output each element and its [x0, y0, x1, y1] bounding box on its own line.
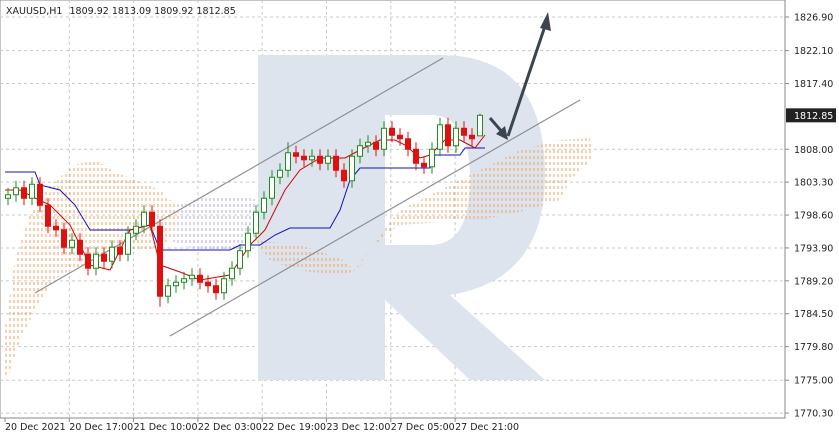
forecast-arrows [488, 12, 551, 140]
candle-body [117, 246, 123, 255]
x-tick-label: 27 Dec 21:00 [455, 422, 519, 433]
candle-body [245, 232, 251, 252]
open-value: 1809.92 [70, 6, 109, 17]
candle-body [205, 281, 211, 287]
x-tick-label: 22 Dec 19:00 [262, 422, 326, 433]
chart-header: XAUUSD,H1 1809.92 1813.09 1809.92 1812.8… [6, 6, 236, 17]
candle-body [5, 194, 11, 199]
candle-body [101, 253, 107, 262]
candle-body [229, 267, 235, 280]
y-tick-label: 1779.80 [794, 342, 833, 353]
candle-body [37, 183, 43, 206]
candle-body [405, 138, 411, 150]
candle-body [149, 211, 155, 227]
candle-body [125, 232, 131, 255]
y-tick-label: 1793.90 [794, 243, 833, 254]
candle-body [181, 278, 187, 283]
high-value: 1813.09 [112, 6, 151, 17]
candle-body [109, 246, 115, 262]
price-label-box [786, 108, 836, 123]
candle-body [325, 155, 331, 164]
candle-body [253, 211, 259, 234]
candle-body [133, 225, 139, 234]
candle-body [45, 204, 51, 227]
candle-body [389, 127, 395, 136]
y-tick-label: 1817.40 [794, 79, 833, 90]
candle-body [221, 278, 227, 294]
candle-body [157, 225, 163, 297]
x-tick-label: 22 Dec 03:00 [198, 422, 262, 433]
candle-body [341, 169, 347, 182]
candle-body [445, 124, 451, 147]
y-tick-label: 1803.30 [794, 178, 833, 189]
y-tick-label: 1784.50 [794, 309, 833, 320]
x-tick-label: 27 Dec 05:00 [391, 422, 455, 433]
candle-body [453, 127, 459, 147]
symbol: XAUUSD,H1 [6, 6, 62, 17]
x-tick-label: 23 Dec 12:00 [327, 422, 391, 433]
candle-body [413, 148, 419, 164]
y-tick-label: 1789.20 [794, 276, 833, 287]
y-tick-label: 1775.00 [794, 376, 833, 387]
candle-body [381, 127, 387, 150]
candle-body [461, 127, 467, 136]
y-tick-label: 1822.10 [794, 46, 833, 57]
close-value: 1812.85 [196, 6, 235, 17]
candle-body [189, 274, 195, 280]
candle-body [397, 134, 403, 140]
candle-body [93, 253, 99, 269]
candle-body [477, 114, 483, 137]
candle-body [69, 239, 75, 248]
candle-body [317, 155, 323, 164]
candle-body [53, 225, 59, 231]
low-value: 1809.92 [154, 6, 193, 17]
candle-body [197, 274, 203, 283]
candle-body [13, 187, 19, 196]
y-tick-label: 1798.60 [794, 211, 833, 222]
candle-body [293, 152, 299, 157]
candle-body [301, 155, 307, 161]
candle-body [373, 141, 379, 150]
candle-body [365, 141, 371, 147]
candle-body [141, 211, 147, 227]
candle-body [429, 148, 435, 168]
candle-body [269, 176, 275, 199]
candle-body [421, 162, 427, 168]
candle-body [173, 281, 179, 287]
x-tick-label: 21 Dec 10:00 [134, 422, 198, 433]
candle-body [77, 239, 83, 255]
candle-body [437, 124, 443, 150]
candle-body [277, 169, 283, 178]
candle-body [261, 197, 267, 213]
candle-body [285, 152, 291, 171]
candle-body [213, 285, 219, 294]
candle-body [333, 155, 339, 171]
candle-body [237, 250, 243, 269]
candle-body [29, 183, 35, 199]
candle-body [349, 155, 355, 182]
y-tick-label: 1808.00 [794, 145, 833, 156]
candle-body [61, 229, 67, 248]
x-tick-label: 20 Dec 2021 [5, 422, 66, 433]
price-label: 1812.85 [794, 111, 833, 122]
candle-body [357, 145, 363, 157]
candle-body [469, 134, 475, 140]
x-tick-label: 20 Dec 17:00 [69, 422, 133, 433]
candle-body [165, 285, 171, 297]
candle-body [21, 187, 27, 199]
y-tick-label: 1826.90 [794, 13, 833, 24]
candle-body [85, 253, 91, 269]
candle-body [309, 155, 315, 161]
y-tick-label: 1770.30 [794, 409, 833, 420]
